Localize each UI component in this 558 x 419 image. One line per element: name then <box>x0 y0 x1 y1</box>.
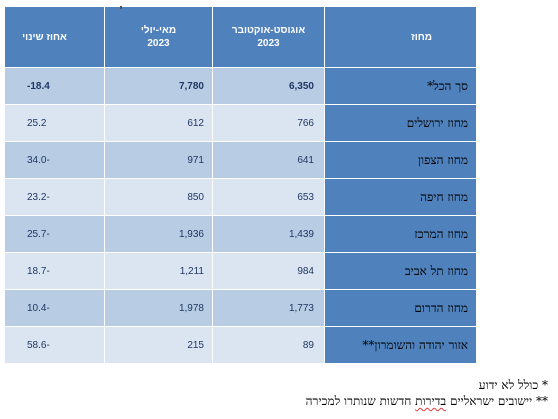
cell-change: -18.4 <box>4 67 105 105</box>
table-row: 34.0- 971 641 מחוז הצפון <box>4 141 477 179</box>
cell-aug-oct: 641 <box>212 141 325 179</box>
column-marker <box>120 6 122 9</box>
footnote-settlements: ** יישובים ישראליים בדירות חדשות שנותרו … <box>306 393 548 409</box>
cell-may-jul: 1,211 <box>104 252 213 290</box>
footnote-settlements-prefix: ** יישובים ישראליים <box>446 394 548 408</box>
data-table-container: אחוז שינוי מאי-יולי 2023 אוגוסט-אוקטובר … <box>4 6 477 364</box>
header-district: מחוז <box>324 6 477 68</box>
table-row: 58.6- 215 89 אזור יהודה והשומרון** <box>4 326 477 364</box>
cell-aug-oct: 6,350 <box>212 67 325 105</box>
header-aug-oct-line1: אוגוסט-אוקטובר <box>231 25 306 36</box>
header-may-jul: מאי-יולי 2023 <box>104 6 213 68</box>
cell-change: 25.7- <box>4 215 105 253</box>
cell-may-jul: 1,978 <box>104 289 213 327</box>
cell-aug-oct: 89 <box>212 326 325 364</box>
header-may-jul-line1: מאי-יולי <box>140 25 177 36</box>
cell-district: סך הכל* <box>324 67 477 105</box>
cell-change: 18.7- <box>4 252 105 290</box>
cell-district: מחוז ירושלים <box>324 104 477 142</box>
cell-district: אזור יהודה והשומרון** <box>324 326 477 364</box>
header-may-jul-line2: 2023 <box>147 38 170 49</box>
cell-district: מחוז המרכז <box>324 215 477 253</box>
footnotes: * כולל לא ידוע ** יישובים ישראליים בדירו… <box>306 377 548 409</box>
cell-change: 23.2- <box>4 178 105 216</box>
cell-aug-oct: 984 <box>212 252 325 290</box>
cell-may-jul: 850 <box>104 178 213 216</box>
table-row: 25.7- 1,936 1,439 מחוז המרכז <box>4 215 477 253</box>
sales-table: אחוז שינוי מאי-יולי 2023 אוגוסט-אוקטובר … <box>4 6 477 364</box>
cell-change: 58.6- <box>4 326 105 364</box>
header-change: אחוז שינוי <box>4 6 105 68</box>
cell-may-jul: 7,780 <box>104 67 213 105</box>
footnote-unknown: * כולל לא ידוע <box>478 378 548 392</box>
cell-aug-oct: 1,439 <box>212 215 325 253</box>
table-header-row: אחוז שינוי מאי-יולי 2023 אוגוסט-אוקטובר … <box>4 6 477 68</box>
table-row: -18.4 7,780 6,350 סך הכל* <box>4 67 477 105</box>
cell-may-jul: 1,936 <box>104 215 213 253</box>
table-row: 23.2- 850 653 מחוז חיפה <box>4 178 477 216</box>
cell-may-jul: 612 <box>104 104 213 142</box>
cell-aug-oct: 653 <box>212 178 325 216</box>
cell-may-jul: 215 <box>104 326 213 364</box>
cell-district: מחוז הדרום <box>324 289 477 327</box>
table-row: 18.7- 1,211 984 מחוז תל אביב <box>4 252 477 290</box>
cell-change: 10.4- <box>4 289 105 327</box>
header-aug-oct-line2: 2023 <box>257 38 280 49</box>
cell-change: 25.2 <box>4 104 105 142</box>
cell-may-jul: 971 <box>104 141 213 179</box>
cell-district: מחוז הצפון <box>324 141 477 179</box>
header-aug-oct: אוגוסט-אוקטובר 2023 <box>212 6 325 68</box>
cell-district: מחוז חיפה <box>324 178 477 216</box>
table-row: 10.4- 1,978 1,773 מחוז הדרום <box>4 289 477 327</box>
cell-aug-oct: 1,773 <box>212 289 325 327</box>
footnote-settlements-marked: בדירות <box>415 394 447 408</box>
table-row: 25.2 612 766 מחוז ירושלים <box>4 104 477 142</box>
cell-aug-oct: 766 <box>212 104 325 142</box>
footnote-settlements-suffix: חדשות שנותרו למכירה <box>305 394 416 408</box>
cell-change: 34.0- <box>4 141 105 179</box>
cell-district: מחוז תל אביב <box>324 252 477 290</box>
